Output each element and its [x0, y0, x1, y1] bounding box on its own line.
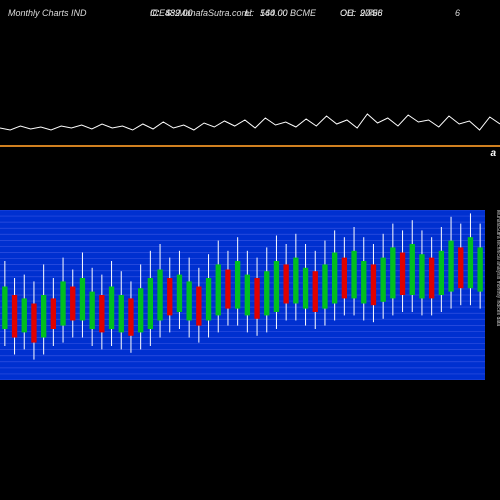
- side-annotation: MunafaSutra technical analysis monthly i…: [486, 210, 500, 380]
- candlestick-chart: [0, 210, 485, 380]
- close-value: 482.00: [165, 8, 193, 18]
- low-value: 144.00: [260, 8, 288, 18]
- low-label: L:: [245, 8, 253, 18]
- right-num: 6: [455, 8, 460, 18]
- exchange-label: BCME: [290, 8, 316, 18]
- marker-a: a: [490, 148, 496, 159]
- ol-label: OL:: [340, 8, 355, 18]
- chart-header: Monthly Charts IND ICES MunafaSutra.com …: [0, 8, 500, 58]
- ol-value: 204.8: [360, 8, 383, 18]
- chart-title: Monthly Charts IND: [8, 8, 87, 18]
- line-chart: [0, 60, 500, 145]
- divider-line: [0, 145, 500, 147]
- close-label: C:: [150, 8, 159, 18]
